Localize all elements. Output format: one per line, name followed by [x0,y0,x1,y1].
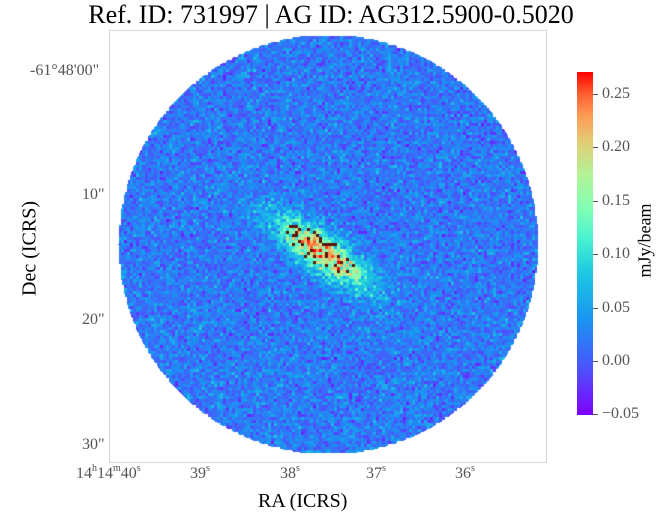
x-axis-label: RA (ICRS) [258,490,348,512]
y-axis-label: Dec (ICRS) [18,201,41,296]
colorbar-tick [593,361,598,362]
dec-tick-label: 10" [82,186,105,203]
dec-tick-label: 20" [82,311,105,328]
dec-tick-label: 30" [82,436,105,453]
image-title: Ref. ID: 731997 | AG ID: AG312.5900-0.50… [88,0,574,29]
colorbar-tick-label: 0.20 [602,138,630,155]
colorbar-tick [593,308,598,309]
ra-tick-label: 37s [366,463,386,482]
ra-tick-label: 36s [455,463,475,482]
colorbar [577,72,593,415]
radio-continuum-map [109,30,547,463]
colorbar-tick-label: 0.15 [602,192,630,209]
colorbar-tick-label: 0.10 [602,245,630,262]
colorbar-tick-label: 0.05 [602,299,630,316]
dec-tick-label: -61°48'00" [30,62,100,79]
colorbar-tick [593,201,598,202]
colorbar-tick-label: −0.05 [602,405,640,422]
colorbar-tick [593,94,598,95]
colorbar-tick [593,254,598,255]
colorbar-label: mJy/beam [634,203,655,278]
ra-tick-label: 39s [190,463,210,482]
ra-tick-label: 38s [280,463,300,482]
colorbar-tick [593,147,598,148]
ra-tick-label: 14h14m40s [76,463,141,482]
colorbar-tick-label: 0.25 [602,85,630,102]
colorbar-tick [593,414,598,415]
colorbar-tick-label: 0.00 [602,352,630,369]
